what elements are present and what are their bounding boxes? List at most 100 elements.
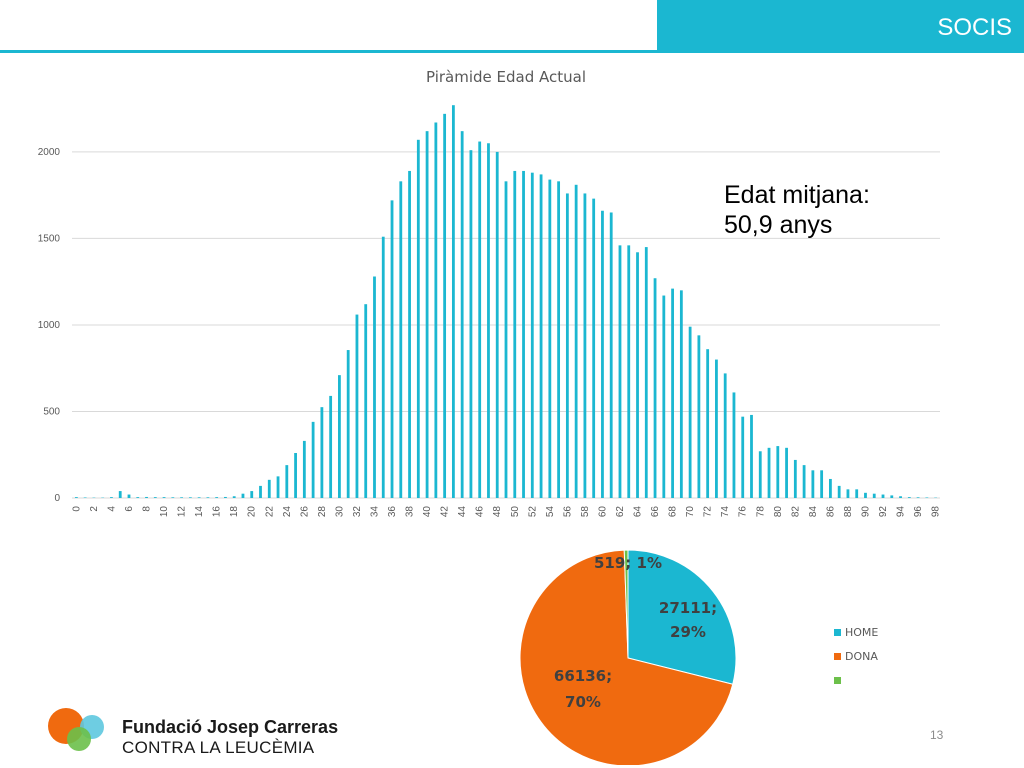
bar: [662, 295, 666, 498]
bar: [338, 375, 341, 498]
x-tick-label: 66: [650, 506, 661, 518]
bar: [162, 497, 166, 498]
x-tick-label: 80: [773, 506, 784, 518]
bar: [329, 395, 333, 498]
bar: [793, 459, 797, 498]
bar: [136, 497, 140, 498]
pie-slice: [623, 549, 629, 659]
pie-slice: [519, 549, 734, 765]
bar: [706, 349, 710, 498]
bar: [478, 141, 482, 498]
bar: [425, 131, 429, 498]
legend-label-dona: DONA: [845, 649, 878, 663]
x-tick-label: 8: [142, 506, 153, 512]
x-tick-label: 34: [369, 506, 380, 518]
legend-item-home: HOME: [834, 620, 878, 644]
bar: [872, 493, 876, 498]
bar: [627, 245, 631, 498]
x-tick-label: 10: [159, 506, 170, 518]
bar: [679, 290, 683, 498]
bar: [215, 497, 219, 498]
bar: [451, 105, 455, 499]
bar: [276, 476, 280, 498]
bar: [601, 210, 604, 498]
bar: [890, 495, 894, 498]
bar: [916, 497, 920, 498]
bar: [618, 245, 622, 498]
bar: [846, 489, 850, 498]
x-tick-label: 12: [177, 506, 188, 518]
y-tick-label: 1500: [38, 233, 61, 244]
bar: [443, 113, 447, 498]
x-tick-label: 22: [264, 506, 275, 518]
x-tick-label: 78: [755, 506, 766, 518]
pie-data-label: 66136;: [554, 667, 612, 685]
org-name: Fundació Josep Carreras: [122, 717, 339, 737]
x-tick-label: 54: [545, 506, 556, 518]
bar: [373, 276, 376, 498]
pie-data-label: 70%: [565, 693, 601, 711]
bar: [206, 497, 210, 498]
bar: [83, 497, 87, 498]
bar: [811, 470, 815, 498]
x-tick-label: 82: [790, 506, 801, 518]
y-tick-label: 0: [54, 493, 60, 504]
bar: [364, 304, 368, 498]
x-tick-label: 48: [492, 506, 503, 518]
bar: [671, 288, 674, 498]
bar: [767, 447, 771, 498]
bar: [110, 497, 113, 498]
bar: [127, 494, 131, 498]
bar: [153, 497, 157, 498]
bar: [530, 172, 534, 498]
x-tick-label: 72: [703, 506, 714, 518]
x-tick-label: 2: [89, 506, 100, 512]
bar: [487, 143, 490, 498]
x-tick-label: 92: [878, 506, 889, 518]
bar: [381, 236, 385, 498]
x-tick-label: 90: [860, 506, 871, 518]
bar: [513, 170, 517, 498]
bar: [259, 485, 262, 498]
x-tick-label: 74: [720, 506, 731, 518]
bar: [636, 252, 639, 498]
x-tick-label: 98: [931, 506, 942, 518]
bar: [653, 278, 657, 498]
header-banner: SOCIS: [657, 0, 1024, 53]
bar: [732, 392, 736, 498]
pie-slice: [627, 549, 737, 685]
bar: [145, 496, 148, 498]
x-tick-label: 64: [633, 506, 644, 518]
bar: [539, 174, 543, 498]
bar: [820, 470, 824, 498]
x-tick-label: 26: [299, 506, 310, 518]
chart-title: Piràmide Edad Actual: [426, 68, 586, 86]
x-tick-label: 20: [247, 506, 258, 518]
bar: [250, 491, 254, 498]
bar: [267, 479, 271, 498]
bar: [565, 193, 569, 498]
bar: [837, 485, 841, 498]
bar: [346, 350, 350, 498]
bar: [592, 198, 596, 499]
bar: [408, 170, 411, 498]
bar: [697, 335, 701, 498]
bar: [74, 497, 78, 498]
bar: [285, 465, 289, 498]
section-title: SOCIS: [937, 14, 1012, 41]
bar: [232, 496, 236, 498]
logo-circle-green: [67, 727, 91, 751]
bar: [302, 440, 306, 498]
bar: [469, 150, 473, 498]
x-tick-label: 0: [71, 506, 82, 512]
bar: [548, 179, 552, 498]
bar: [241, 493, 245, 498]
x-tick-label: 14: [194, 506, 205, 518]
x-tick-label: 46: [475, 506, 486, 518]
x-tick-label: 6: [124, 506, 135, 512]
x-tick-label: 96: [913, 506, 924, 518]
pie-data-label: 519; 1%: [594, 554, 662, 572]
x-tick-label: 58: [580, 506, 591, 518]
x-tick-label: 28: [317, 506, 328, 518]
